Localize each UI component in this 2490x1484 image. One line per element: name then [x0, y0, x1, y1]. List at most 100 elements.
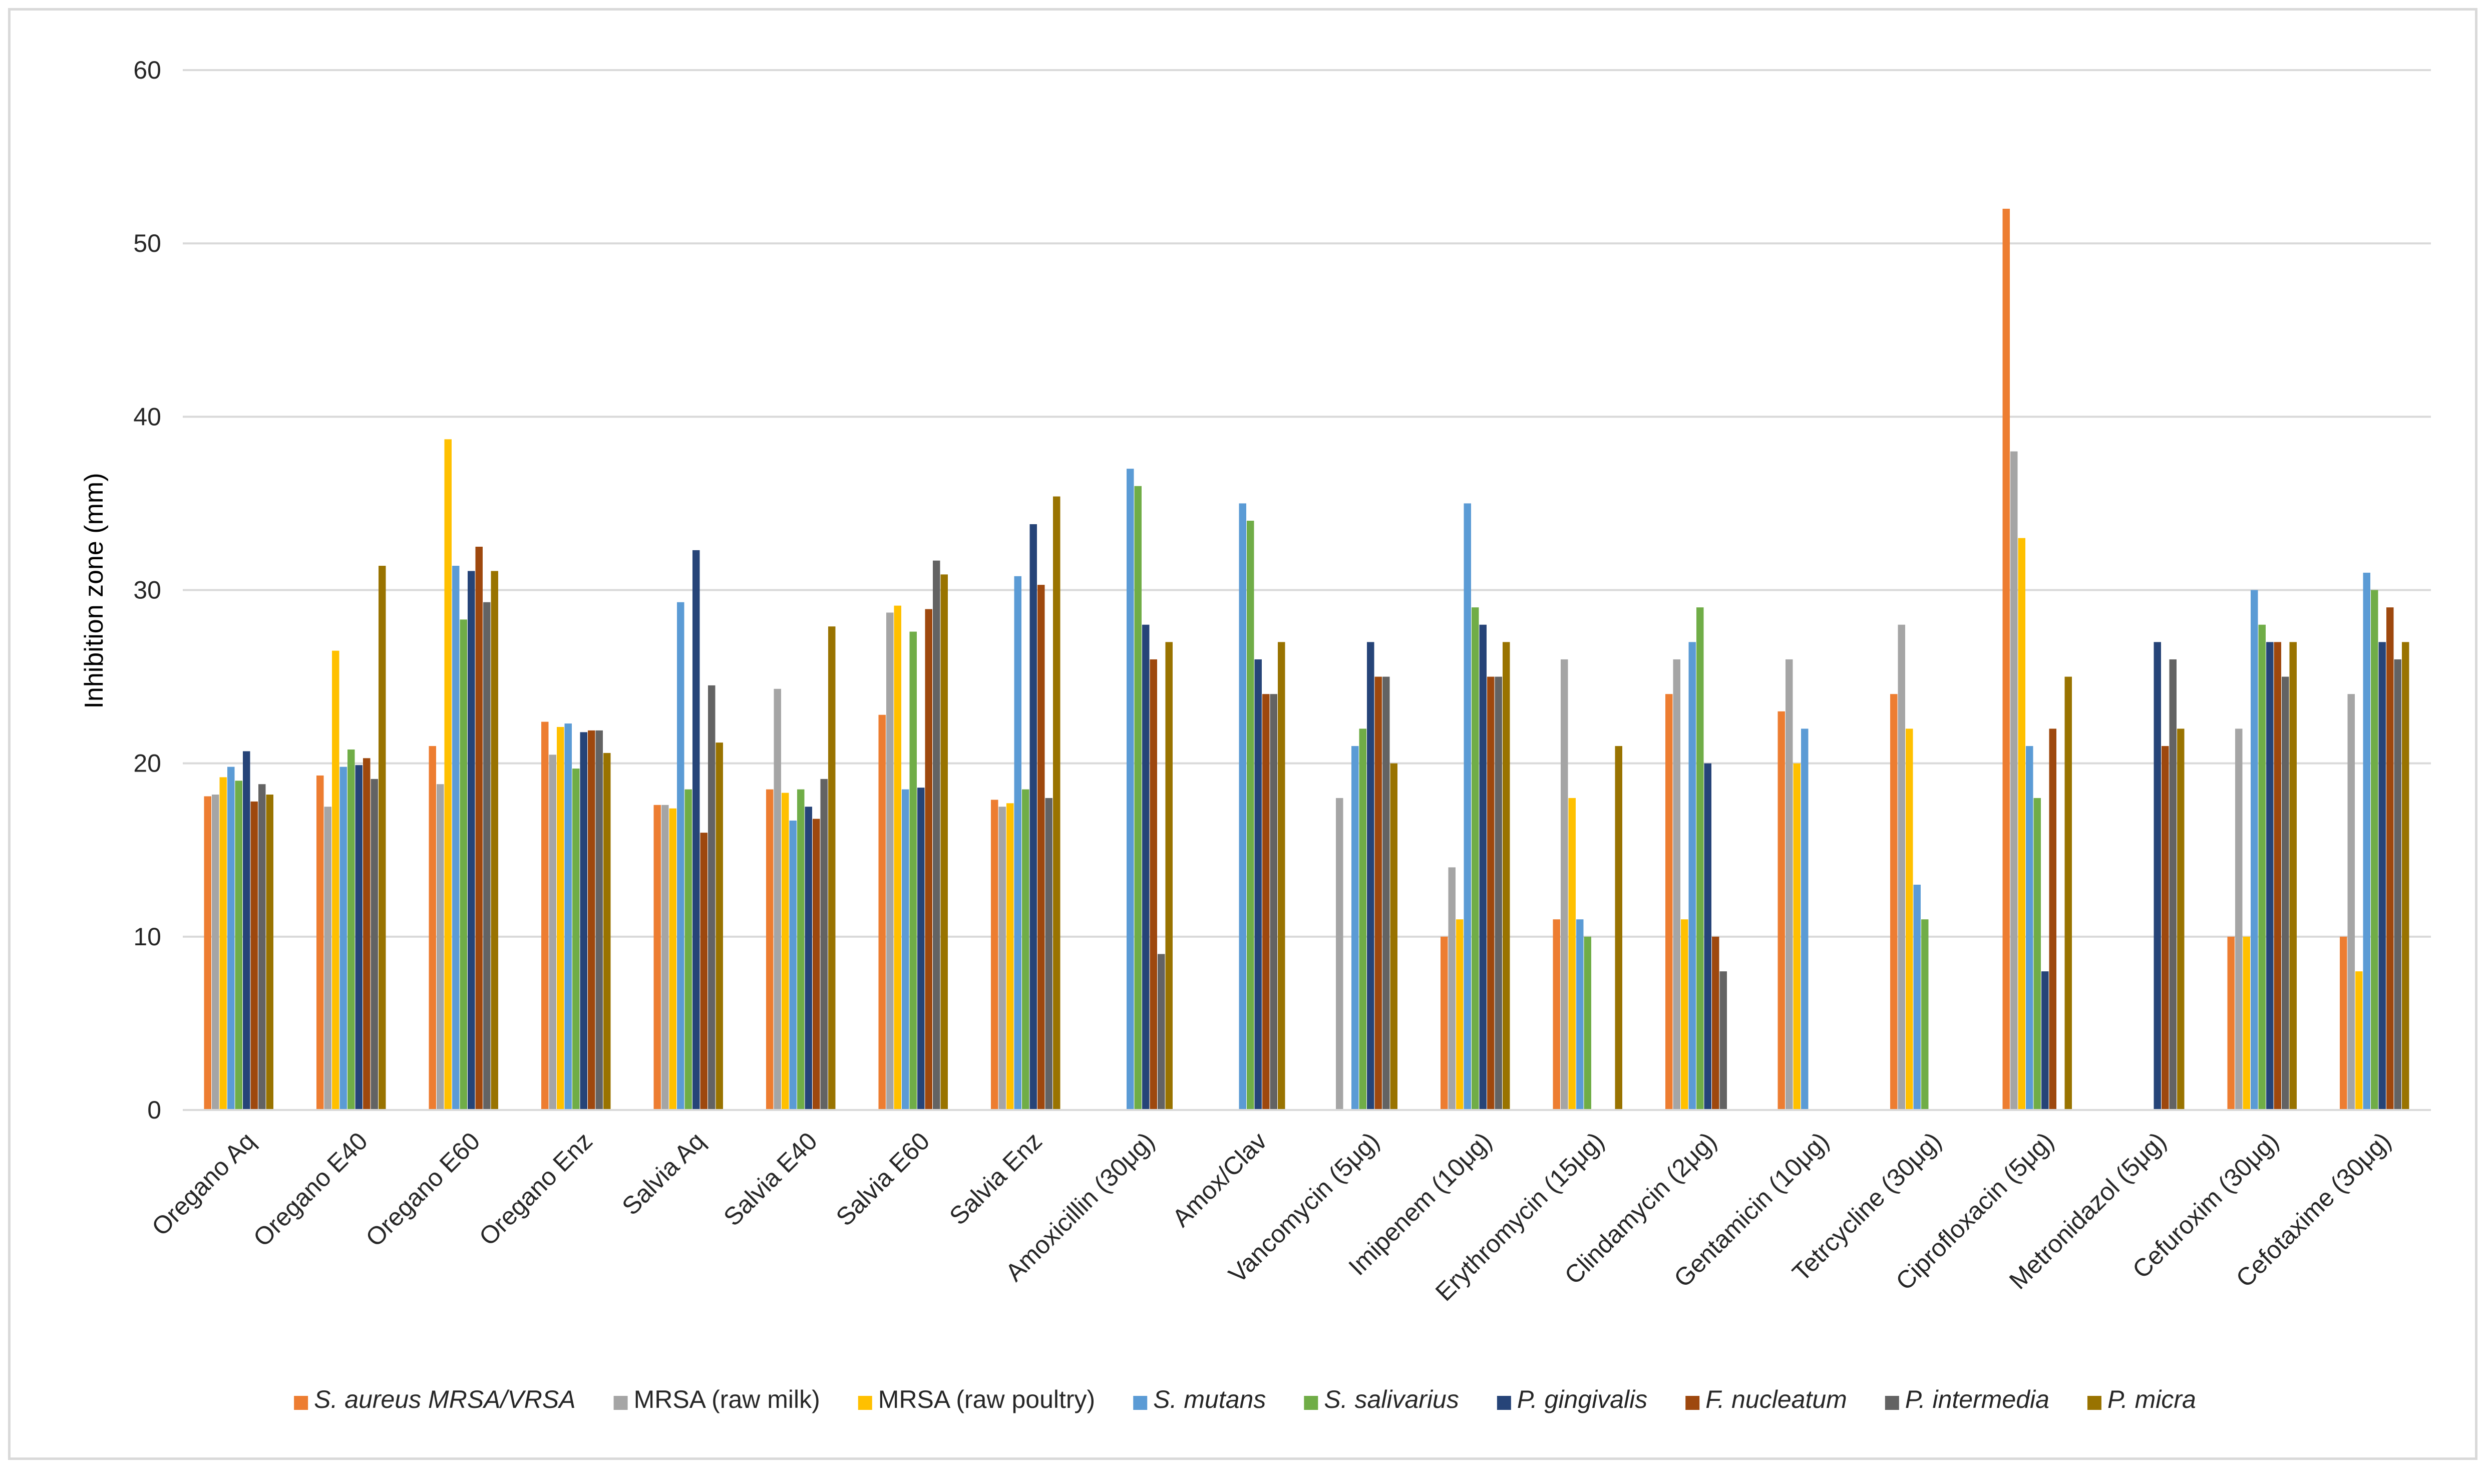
bar [1029, 524, 1037, 1110]
y-tick-label: 10 [133, 923, 161, 951]
bar [2002, 208, 2010, 1110]
bar [460, 619, 467, 1110]
bar [1688, 642, 1696, 1110]
bar [789, 820, 797, 1110]
bar [1704, 763, 1711, 1110]
bar [549, 755, 556, 1110]
bar [1037, 585, 1045, 1110]
y-axis-title: Inhibition zone (mm) [80, 473, 109, 708]
legend-label: F. nucleatum [1705, 1385, 1847, 1413]
bar [902, 789, 909, 1110]
bar [1464, 503, 1471, 1110]
bar [1673, 659, 1680, 1110]
bar [1127, 469, 1134, 1110]
bar [917, 788, 925, 1110]
bar [1561, 659, 1568, 1110]
bar [2371, 590, 2378, 1110]
legend-item: MRSA (raw milk) [613, 1385, 820, 1413]
bar [653, 805, 661, 1110]
bar [324, 807, 331, 1110]
bar [1777, 711, 1785, 1110]
bar [1262, 694, 1270, 1110]
bar [1382, 676, 1390, 1110]
series-s-salivarius [235, 486, 2378, 1110]
bar [1165, 642, 1173, 1110]
bar [580, 732, 587, 1110]
bar [316, 775, 324, 1110]
legend-swatch [1885, 1396, 1899, 1410]
legend-swatch [858, 1396, 872, 1410]
bar [933, 560, 940, 1110]
bar [2402, 642, 2409, 1110]
bar [1053, 496, 1060, 1110]
bar [1479, 624, 1487, 1110]
series-s-aureus-mrsa-vrsa [204, 208, 2347, 1110]
bar [1150, 659, 1157, 1110]
bar [1359, 728, 1366, 1110]
bar [716, 743, 723, 1110]
bar [1142, 624, 1150, 1110]
x-tick-label: Oregano E40 [248, 1127, 373, 1252]
legend-swatch [294, 1396, 308, 1410]
bar [909, 631, 917, 1110]
bar [250, 801, 258, 1110]
bar [1681, 919, 1688, 1110]
bar [1367, 642, 1374, 1110]
legend-label: P. gingivalis [1517, 1385, 1647, 1413]
bar [2355, 971, 2363, 1110]
bar [1793, 763, 1801, 1110]
bar [572, 769, 580, 1110]
bar [2169, 659, 2177, 1110]
legend-item: P. micra [2087, 1385, 2196, 1413]
bar [1719, 971, 1727, 1110]
bar [782, 793, 789, 1110]
bar [541, 721, 549, 1110]
bar [940, 574, 948, 1110]
bar [243, 751, 250, 1110]
bar [2347, 694, 2355, 1110]
bar [2227, 936, 2235, 1110]
legend-item: MRSA (raw poultry) [858, 1385, 1095, 1413]
bar [557, 726, 564, 1110]
x-tick-label: Salvia Aq [616, 1127, 710, 1221]
bar [444, 439, 452, 1110]
series-mrsa-raw-milk- [212, 451, 2355, 1110]
legend-swatch [613, 1396, 628, 1410]
bar [2289, 642, 2297, 1110]
bar [258, 784, 266, 1110]
bar [1913, 884, 1921, 1110]
bar [588, 730, 595, 1110]
y-tick-label: 0 [147, 1096, 161, 1124]
bar [1448, 867, 1456, 1110]
y-tick-label: 40 [133, 403, 161, 431]
bar [1898, 624, 1905, 1110]
bar [564, 723, 572, 1110]
bar [371, 779, 378, 1110]
bar [1374, 676, 1382, 1110]
bar [1487, 676, 1495, 1110]
bar [2026, 746, 2033, 1110]
bar [1472, 607, 1479, 1110]
bar [1254, 659, 1262, 1110]
bar [1006, 803, 1014, 1110]
bar [1336, 798, 1343, 1110]
bar [227, 767, 235, 1110]
bar [677, 602, 684, 1110]
x-tick-label: Oregano Aq [146, 1127, 260, 1241]
series-p-intermedia [258, 560, 2401, 1110]
bar [2235, 728, 2243, 1110]
y-tick-label: 60 [133, 56, 161, 84]
bar [475, 546, 483, 1110]
bar [339, 767, 347, 1110]
bar [1456, 919, 1464, 1110]
bar [437, 784, 444, 1110]
series-mrsa-raw-poultry- [219, 439, 2363, 1110]
gridlines [183, 69, 2431, 938]
bar [1441, 936, 1448, 1110]
legend-swatch [1497, 1396, 1511, 1410]
bar [1615, 746, 1622, 1110]
y-axis-ticks: 0 10 20 30 40 50 60 [133, 56, 161, 1124]
bar [212, 794, 219, 1110]
